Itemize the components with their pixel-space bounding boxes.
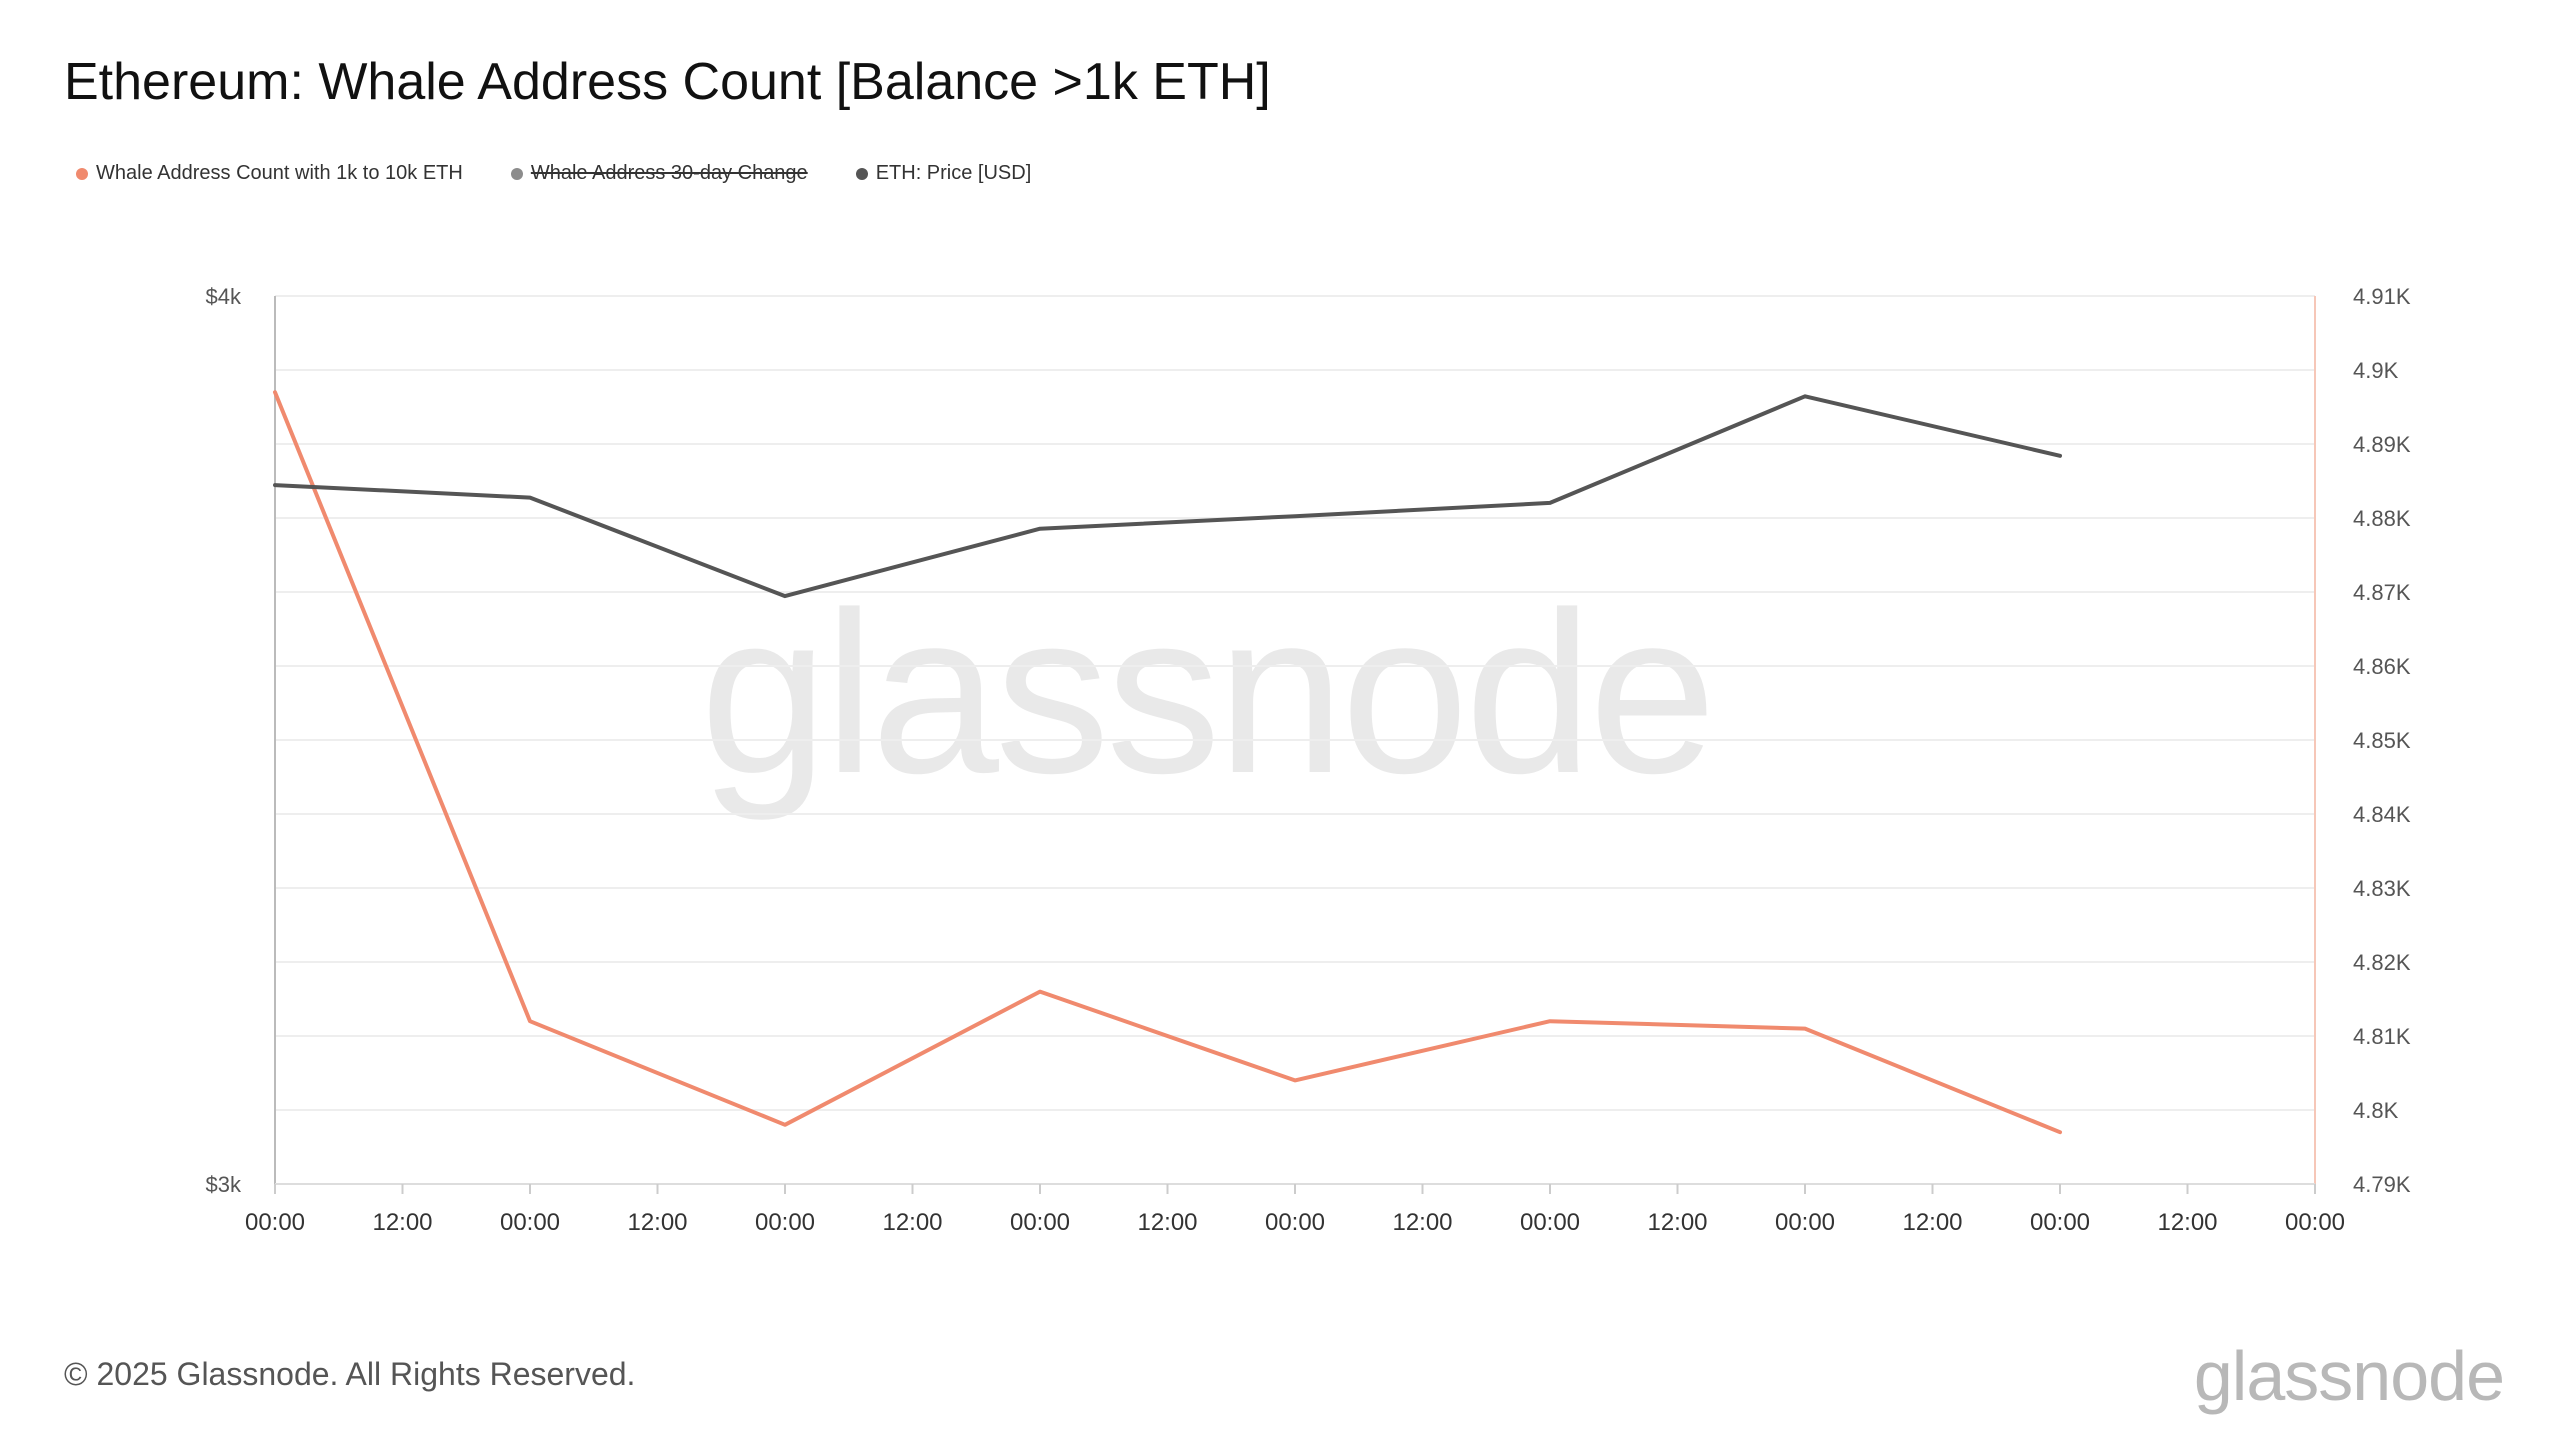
x-tick-label: 00:00 [245,1209,305,1236]
x-tick-label: 00:00 [1775,1209,1835,1236]
right-axis-tick-label: 4.82K [2353,950,2411,975]
right-axis-tick-label: 4.79K [2353,1172,2411,1197]
x-tick-label: 00:00 [2285,1209,2345,1236]
legend-dot-eth-price [855,167,868,180]
left-axis-tick-label: $4k [206,284,242,309]
legend-dot-whale-count [76,167,88,180]
right-axis-tick-label: 4.8K [2353,1098,2399,1123]
x-tick-label: 00:00 [1265,1209,1325,1236]
x-tick-label: 00:00 [1010,1209,1070,1236]
x-tick-label: 00:00 [1520,1209,1580,1236]
legend-item-whale-count[interactable]: Whale Address Count with 1k to 10k ETH [76,162,463,185]
footer-copyright: © 2025 Glassnode. All Rights Reserved. [64,1356,636,1392]
x-tick-label: 12:00 [627,1209,687,1236]
legend-item-eth-price[interactable]: ETH: Price [USD] [855,162,1032,185]
x-tick-label: 12:00 [1902,1209,1962,1236]
x-tick-label: 12:00 [1647,1209,1707,1236]
series-line-eth-price [273,394,2062,599]
right-axis-tick-label: 4.83K [2353,876,2411,901]
chart-title: Ethereum: Whale Address Count [Balance >… [64,53,1271,111]
x-tick-label: 12:00 [1392,1209,1452,1236]
x-tick-label: 00:00 [2030,1209,2090,1236]
right-axis-tick-label: 4.88K [2353,506,2411,531]
right-axis-tick-label: 4.86K [2353,654,2411,679]
x-tick-label: 12:00 [882,1209,942,1236]
right-axis-tick-label: 4.89K [2353,432,2411,457]
x-tick-label: 00:00 [755,1209,815,1236]
legend-label-whale-count: Whale Address Count with 1k to 10k ETH [96,162,463,184]
legend-label-30day-change: Whale Address 30-day Change [530,162,808,184]
chart-legend: Whale Address Count with 1k to 10k ETH W… [76,162,1079,185]
legend-label-eth-price: ETH: Price [USD] [875,162,1032,184]
legend-dot-30day-change [510,167,523,180]
x-tick-label: 12:00 [1137,1209,1197,1236]
right-axis-tick-label: 4.87K [2353,580,2411,605]
x-tick-label: 00:00 [500,1209,560,1236]
right-axis-tick-label: 4.81K [2353,1024,2411,1049]
footer-logo: glassnode [2193,1337,2505,1415]
x-tick-label: 12:00 [372,1209,432,1236]
right-axis-tick-label: 4.84K [2353,802,2411,827]
series-line-whale-count [273,390,2062,1135]
right-axis-tick-label: 4.85K [2353,728,2411,753]
left-axis-tick-label: $3k [206,1172,242,1197]
x-tick-label: 12:00 [2157,1209,2217,1236]
right-axis-tick-label: 4.9K [2353,358,2399,383]
right-axis-tick-label: 4.91K [2353,284,2411,309]
legend-item-30day-change[interactable]: Whale Address 30-day Change [510,162,808,185]
